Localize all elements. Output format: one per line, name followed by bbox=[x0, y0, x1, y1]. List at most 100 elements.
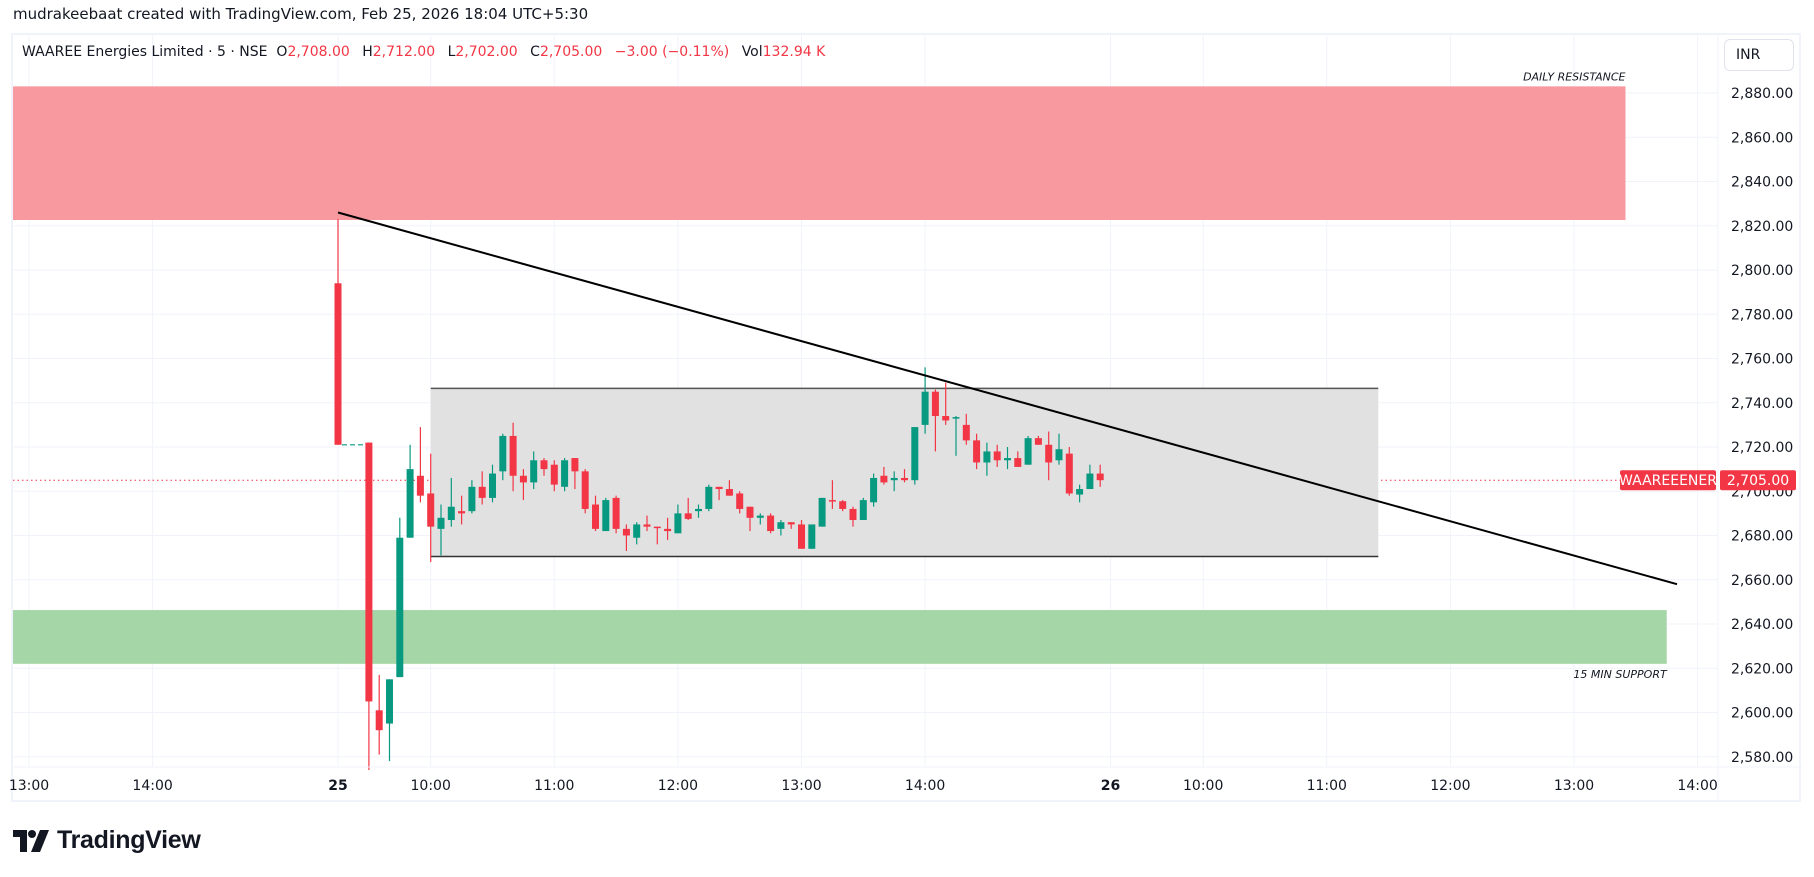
last-price-tag bbox=[1720, 470, 1796, 491]
candle bbox=[808, 524, 816, 549]
candle-body bbox=[509, 435, 517, 476]
candle-body bbox=[530, 460, 538, 483]
time-tick-label: 14:00 bbox=[1677, 778, 1717, 794]
time-tick-label: 14:00 bbox=[132, 778, 172, 794]
candle bbox=[725, 480, 733, 496]
candle-body bbox=[396, 537, 404, 678]
candles bbox=[334, 219, 1104, 771]
candle bbox=[427, 453, 435, 563]
candle bbox=[664, 517, 672, 540]
candle-body bbox=[808, 524, 816, 549]
candle-body bbox=[705, 486, 713, 509]
tradingview-logo[interactable]: TradingView bbox=[13, 826, 201, 855]
candle-body bbox=[983, 451, 991, 463]
candle bbox=[983, 442, 991, 476]
candle bbox=[602, 497, 610, 532]
candle bbox=[416, 427, 424, 503]
candle bbox=[1034, 435, 1042, 445]
candle-body bbox=[921, 391, 929, 425]
candle-body bbox=[695, 508, 702, 512]
candle-body bbox=[674, 513, 682, 534]
time-tick-label: 12:00 bbox=[658, 778, 698, 794]
candle-body bbox=[736, 493, 744, 509]
candle bbox=[1055, 433, 1063, 465]
time-tick-label: 14:00 bbox=[905, 778, 945, 794]
price-tick-label: 2,580.00 bbox=[1731, 750, 1793, 766]
candle bbox=[458, 495, 466, 525]
candle-body bbox=[540, 460, 548, 470]
symbol-legend: WAAREE Energies Limited · 5 · NSE O2,708… bbox=[22, 44, 833, 60]
price-tick-label: 2,640.00 bbox=[1731, 617, 1793, 633]
price-tick-label: 2,860.00 bbox=[1731, 130, 1793, 146]
candle bbox=[931, 389, 939, 452]
candle bbox=[478, 471, 486, 505]
low-label: L bbox=[447, 44, 456, 60]
candle bbox=[787, 522, 795, 529]
candle bbox=[973, 433, 981, 470]
candle-body bbox=[386, 679, 393, 724]
candle bbox=[519, 469, 527, 501]
candle bbox=[489, 464, 496, 503]
tradingview-logo-icon bbox=[13, 829, 49, 852]
candle bbox=[1045, 431, 1053, 481]
candle bbox=[901, 469, 908, 483]
candle-body bbox=[427, 493, 435, 527]
candle-body bbox=[1014, 458, 1022, 467]
volume-label: Vol bbox=[741, 44, 763, 60]
candle-body bbox=[581, 471, 589, 509]
candle bbox=[540, 458, 548, 476]
candle-body bbox=[962, 424, 970, 441]
candle-body bbox=[870, 477, 878, 503]
candle-body bbox=[602, 500, 610, 532]
candle-body bbox=[416, 475, 424, 496]
candle-body bbox=[942, 416, 950, 421]
candle bbox=[622, 524, 630, 551]
candle bbox=[561, 458, 569, 492]
candle bbox=[571, 458, 579, 490]
candle bbox=[612, 495, 620, 534]
open-value: 2,708.00 bbox=[287, 44, 350, 60]
drawings bbox=[337, 211, 1678, 586]
price-tick-label: 2,780.00 bbox=[1731, 307, 1793, 323]
candle-body bbox=[406, 469, 414, 538]
candle bbox=[746, 506, 754, 532]
resistance-zone bbox=[13, 86, 1626, 220]
candle bbox=[468, 480, 476, 514]
candle-body bbox=[746, 506, 754, 518]
support-zone bbox=[13, 610, 1667, 664]
candle-body bbox=[828, 500, 836, 502]
candle bbox=[334, 219, 365, 446]
price-tick-label: 2,600.00 bbox=[1731, 706, 1793, 722]
candle-body bbox=[931, 391, 939, 417]
candle-body bbox=[1004, 458, 1011, 461]
candle-body bbox=[839, 501, 847, 509]
candle-body bbox=[612, 497, 620, 529]
candle-body bbox=[664, 528, 672, 532]
time-tick-label: 11:00 bbox=[534, 778, 574, 794]
candle bbox=[581, 469, 589, 514]
candle-body bbox=[365, 442, 373, 702]
candle-body bbox=[684, 513, 692, 519]
candle bbox=[386, 679, 393, 762]
candle bbox=[952, 416, 960, 456]
candle-body bbox=[859, 500, 867, 521]
candle bbox=[447, 477, 455, 527]
candle-body bbox=[489, 473, 496, 498]
candle-body bbox=[561, 460, 569, 487]
currency-button[interactable]: INR bbox=[1724, 39, 1794, 71]
last-price-tag-value: 2,705.00 bbox=[1727, 473, 1789, 489]
candle bbox=[509, 422, 517, 492]
price-tick-label: 2,680.00 bbox=[1731, 529, 1793, 545]
candle-body bbox=[633, 524, 641, 538]
candle-body bbox=[643, 524, 651, 527]
candle bbox=[1014, 451, 1022, 467]
symbol-title[interactable]: WAAREE Energies Limited · 5 · NSE bbox=[22, 44, 268, 60]
chart-credit: mudrakeebaat created with TradingView.co… bbox=[13, 5, 589, 23]
price-tick-label: 2,840.00 bbox=[1731, 175, 1793, 191]
candle bbox=[736, 491, 744, 514]
time-tick-label: 25 bbox=[328, 778, 347, 794]
candle bbox=[777, 520, 785, 536]
candle-body bbox=[1065, 453, 1073, 494]
candle bbox=[396, 517, 404, 678]
